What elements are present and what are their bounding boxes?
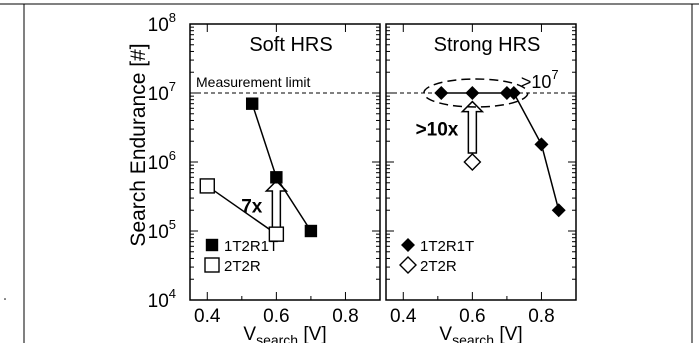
limit-ellipse [423, 78, 529, 108]
x-tick-label: 0.8 [528, 306, 554, 327]
x-tick-label: 0.6 [263, 306, 289, 327]
data-point [245, 97, 259, 110]
data-point [270, 171, 283, 184]
legend-label: 2T2R [224, 258, 261, 275]
x-tick-label: 0.4 [194, 306, 221, 327]
data-point [534, 137, 549, 152]
x-axis-label: Vsearch [V] [243, 324, 326, 343]
legend-marker [401, 238, 415, 252]
y-tick-label: 106 [148, 148, 176, 174]
improvement-arrow [460, 100, 485, 154]
legend-marker [399, 256, 417, 274]
limit-annotation: >107 [521, 67, 559, 92]
panel-title: Strong HRS [434, 34, 541, 56]
x-tick-label: 0.8 [332, 306, 358, 327]
improvement-label: >10x [416, 119, 459, 140]
figure-frame [0, 3, 699, 343]
x-tick-label: 0.4 [390, 306, 417, 327]
data-point [465, 86, 480, 100]
panel-strong-hrs: 0.4 0.6 0.8 Vsearch [V] Strong HRS >10x >107 1T… [385, 23, 577, 343]
data-point [551, 203, 566, 218]
data-point [199, 178, 215, 194]
y-tick-label: 104 [148, 286, 176, 312]
y-axis-label: Search Endurance [#] [127, 43, 150, 246]
legend-marker [204, 257, 220, 273]
panel-title: Soft HRS [249, 34, 332, 56]
data-point [304, 224, 318, 238]
y-tick-label: 105 [148, 217, 176, 243]
legend-label: 2T2R [420, 258, 457, 275]
data-point [506, 86, 521, 100]
y-tick-label: 107 [148, 79, 176, 105]
data-point [463, 153, 482, 171]
series-line [441, 92, 560, 211]
legend-label: 1T2R1T [420, 238, 474, 255]
improvement-label: 7x [241, 197, 263, 218]
measurement-limit-label: Measurement limit [196, 74, 310, 90]
data-point [268, 226, 285, 242]
series-line [206, 185, 277, 235]
x-tick-label: 0.6 [459, 306, 485, 327]
data-point [434, 86, 449, 100]
x-axis-label: Vsearch [V] [439, 324, 522, 343]
legend-label: 1T2R1T [224, 238, 278, 255]
panel-soft-hrs: 104 105 106 107 108 0.4 0.6 0.8 Vsearch [V] Soft … [148, 10, 381, 343]
y-tick-label: 108 [148, 10, 176, 36]
legend-marker [205, 238, 219, 252]
